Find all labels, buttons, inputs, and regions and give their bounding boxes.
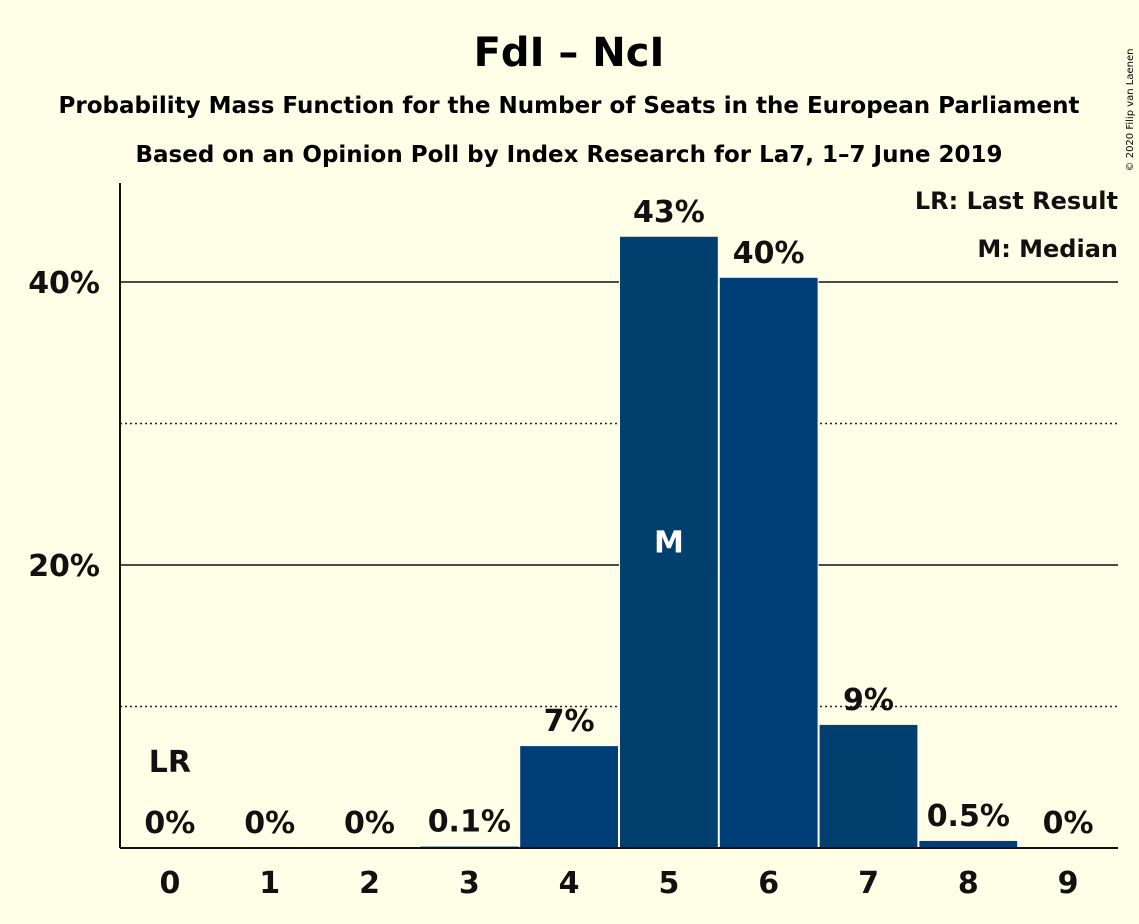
x-tick-label: 8 (958, 866, 979, 901)
x-tick-label: 4 (559, 866, 580, 901)
bar (919, 840, 1018, 848)
bars (419, 235, 1019, 849)
value-label: 0.1% (428, 805, 511, 840)
bar (620, 236, 718, 848)
value-label: 43% (633, 195, 705, 230)
value-label: 0.5% (927, 799, 1010, 834)
x-tick-label: 1 (259, 866, 280, 901)
y-tick-label: 40% (28, 266, 100, 301)
copyright-note: © 2020 Filip van Laenen (1125, 49, 1136, 172)
bar (520, 746, 618, 848)
legend: LR: Last Result M: Median (915, 187, 1118, 263)
bar (819, 724, 918, 848)
axes: 20% 40% (28, 183, 1118, 849)
legend-entry: LR: Last Result (915, 187, 1118, 215)
last-result-marker: LR (149, 745, 191, 780)
x-tick-label: 6 (758, 866, 779, 901)
chart-subtitle-source: Based on an Opinion Poll by Index Resear… (136, 142, 1003, 168)
value-label: 40% (733, 236, 805, 271)
x-tick-label: 9 (1058, 866, 1079, 901)
chart-subtitle: Probability Mass Function for the Number… (59, 93, 1080, 119)
value-label: 0% (1043, 806, 1094, 841)
y-tick-label: 20% (28, 549, 100, 584)
value-label: 9% (843, 683, 894, 718)
value-label: 0% (344, 806, 395, 841)
x-tick-label: 5 (658, 866, 679, 901)
value-label: 0% (144, 806, 195, 841)
legend-entry: M: Median (977, 235, 1118, 263)
value-label: 7% (544, 704, 595, 739)
x-tick-label: 7 (858, 866, 879, 901)
x-tick-label: 2 (359, 866, 380, 901)
x-tick-label: 3 (459, 866, 480, 901)
median-marker: M (654, 525, 684, 560)
x-tick-label: 0 (159, 866, 180, 901)
value-labels: 0% 0 LR 0% 1 0% 2 0.1% 3 7% 4 43% 5 M 40% 6 9% 7 0.5% 8 0% 9 (144, 195, 1093, 901)
chart-title: FdI – NcI (474, 30, 665, 76)
value-label: 0% (244, 806, 295, 841)
bar (719, 277, 818, 849)
